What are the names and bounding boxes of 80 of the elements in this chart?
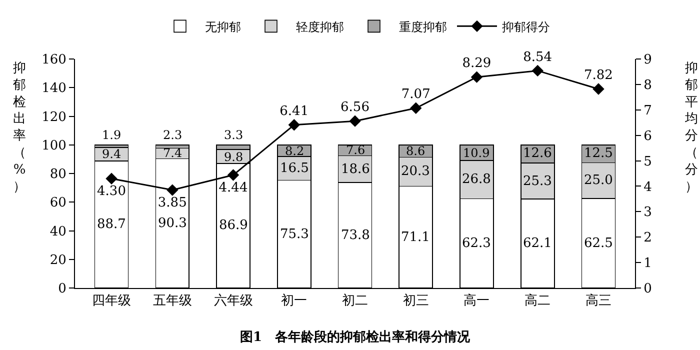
y2-tick-label: 3	[644, 205, 652, 220]
x-tick-label: 四年级	[92, 294, 132, 309]
data-label: 86.9	[219, 218, 248, 233]
x-tick-label: 高二	[524, 292, 551, 309]
x-tick-label: 初三	[402, 294, 429, 309]
legend-label: 重度抑郁	[399, 20, 447, 34]
data-label: 4.30	[97, 184, 126, 199]
y-tick-label: 0	[58, 282, 66, 297]
data-label: 20.3	[401, 164, 430, 179]
point	[227, 169, 240, 181]
data-label: 1.9	[102, 128, 122, 142]
data-label: 7.4	[163, 146, 182, 160]
data-label: 7.82	[584, 68, 613, 84]
data-label: 7.6	[346, 143, 366, 157]
data-label: 9.8	[224, 150, 244, 164]
y2-tick-label: 9	[644, 52, 652, 68]
y-axis-title: 抑郁检出率（%）	[13, 61, 26, 194]
y2-tick-label: 8	[644, 78, 652, 93]
data-label: 6.56	[340, 100, 370, 116]
data-label: 71.1	[401, 230, 430, 245]
x-tick-label: 初一	[281, 294, 308, 309]
data-label: 12.5	[584, 146, 613, 161]
data-label: 75.3	[280, 227, 309, 242]
data-label: 8.54	[523, 50, 552, 65]
data-label: 2.3	[163, 128, 182, 142]
y-tick-label: 80	[50, 167, 66, 182]
x-tick-label: 高三	[585, 292, 612, 309]
data-label: 9.4	[102, 147, 122, 161]
x-tick-label: 初二	[342, 294, 368, 309]
legend-label: 抑郁得分	[502, 20, 550, 34]
y2-tick-label: 6	[644, 128, 652, 144]
y2-tick-label: 5	[644, 154, 652, 170]
y2-tick-label: 7	[644, 103, 652, 118]
y-tick-label: 20	[50, 252, 66, 268]
y-tick-label: 60	[50, 196, 66, 211]
y2-tick-label: 2	[644, 230, 652, 246]
y-tick-label: 40	[50, 224, 66, 240]
point	[166, 184, 178, 196]
data-label: 25.0	[584, 173, 613, 188]
data-label: 8.2	[285, 144, 304, 158]
point	[532, 64, 544, 77]
data-label: 8.6	[406, 144, 426, 158]
data-label: 12.6	[523, 146, 552, 161]
y2-tick-label: 4	[644, 180, 652, 195]
data-label: 16.5	[280, 161, 309, 176]
x-tick-label: 五年级	[152, 294, 192, 309]
data-label: 62.3	[462, 236, 491, 251]
point	[106, 172, 118, 184]
data-label: 26.8	[462, 172, 491, 187]
data-label: 10.9	[463, 146, 490, 160]
data-label: 7.07	[401, 87, 430, 102]
y2-tick-label: 1	[644, 256, 652, 272]
y2-tick-label: 0	[644, 282, 652, 297]
y-tick-label: 100	[42, 138, 66, 154]
point	[349, 115, 361, 127]
data-label: 18.6	[341, 162, 370, 177]
data-label: 88.7	[97, 217, 126, 232]
data-label: 8.29	[462, 56, 492, 72]
caption: 图1 各年龄段的抑郁检出率和得分情况	[240, 329, 472, 345]
point	[410, 102, 422, 114]
legend-label: 无抑郁	[205, 20, 241, 34]
point	[470, 71, 483, 83]
data-label: 3.85	[158, 195, 187, 210]
legend-label: 轻度抑郁	[296, 20, 344, 34]
data-label: 62.5	[584, 236, 613, 251]
data-label: 3.3	[224, 128, 244, 142]
y-tick-label: 140	[42, 81, 66, 96]
y-tick-label: 160	[42, 52, 66, 68]
data-label: 90.3	[158, 216, 187, 231]
y-tick-label: 120	[42, 110, 66, 125]
y2-axis-title: 抑郁平均分（分）	[684, 61, 698, 194]
point	[592, 83, 604, 95]
data-label: 6.41	[280, 104, 309, 120]
point	[288, 119, 300, 131]
x-tick-label: 六年级	[214, 294, 253, 309]
data-label: 4.44	[218, 180, 248, 196]
x-tick-label: 高一	[464, 292, 490, 309]
data-label: 73.8	[341, 228, 370, 243]
data-label: 62.1	[523, 236, 552, 251]
data-label: 25.3	[523, 174, 552, 189]
